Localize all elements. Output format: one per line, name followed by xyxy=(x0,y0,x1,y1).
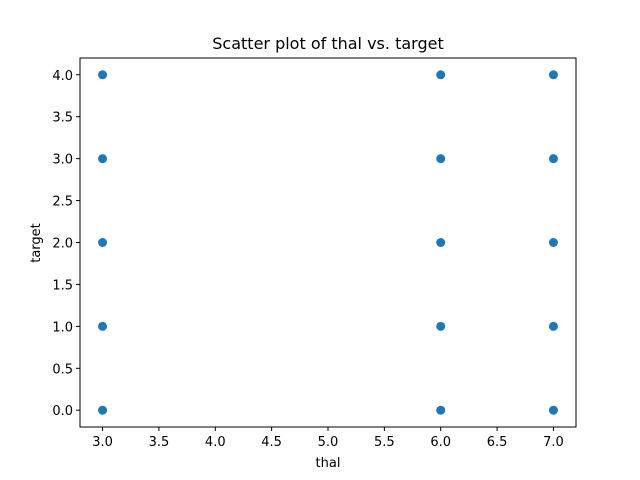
data-point xyxy=(436,238,446,247)
y-tick-label: 2.0 xyxy=(52,237,73,252)
data-point xyxy=(548,405,558,415)
y-tick-label: 0.0 xyxy=(52,404,73,419)
data-point xyxy=(436,154,446,164)
data-point xyxy=(98,238,108,247)
y-axis-label: target xyxy=(29,223,44,263)
x-tick-label: 4.5 xyxy=(261,435,282,450)
plot-frame xyxy=(79,57,577,428)
x-tick-label: 4.0 xyxy=(205,435,226,450)
data-point xyxy=(98,321,108,331)
data-point xyxy=(436,70,446,80)
x-tick-label: 3.0 xyxy=(92,435,113,450)
x-tick-label: 7.0 xyxy=(543,435,564,450)
data-point xyxy=(548,70,558,80)
y-axis: 0.0 0.5 1.0 1.5 2.0 2.5 3.0 3.5 4.0 xyxy=(52,69,80,419)
y-tick-label: 3.5 xyxy=(52,111,73,126)
data-point xyxy=(98,154,108,164)
y-tick-label: 1.5 xyxy=(52,278,73,293)
x-axis: 3.0 3.5 4.0 4.5 5.0 5.5 6.0 6.5 7.0 xyxy=(92,427,564,450)
points-layer xyxy=(98,70,558,415)
data-point xyxy=(436,321,446,331)
data-point xyxy=(98,405,108,415)
chart-title: Scatter plot of thal vs. target xyxy=(212,34,443,53)
x-tick-label: 5.0 xyxy=(318,435,339,450)
y-tick-label: 4.0 xyxy=(52,69,73,84)
x-tick-label: 3.5 xyxy=(149,435,170,450)
x-tick-label: 6.0 xyxy=(430,435,451,450)
y-tick-label: 2.5 xyxy=(52,195,73,210)
data-point xyxy=(436,405,446,415)
data-point xyxy=(548,154,558,164)
x-axis-label: thal xyxy=(316,456,341,471)
data-point xyxy=(548,321,558,331)
y-tick-label: 1.0 xyxy=(52,320,73,335)
y-tick-label: 0.5 xyxy=(52,362,73,377)
data-point xyxy=(548,238,558,247)
x-tick-label: 6.5 xyxy=(487,435,508,450)
x-tick-label: 5.5 xyxy=(374,435,395,450)
data-point xyxy=(98,70,108,80)
y-tick-label: 3.0 xyxy=(52,153,73,168)
